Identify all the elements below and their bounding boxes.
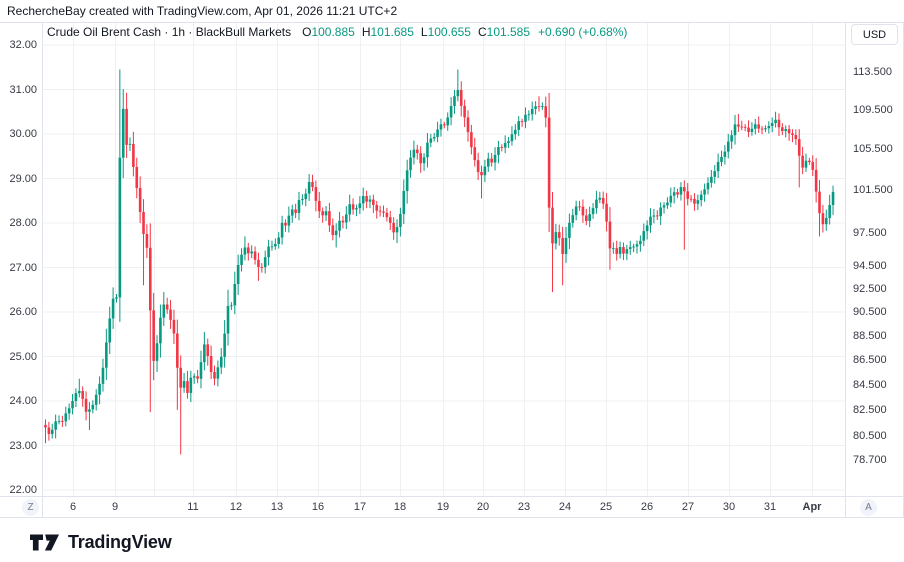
timezone-button[interactable]: Z bbox=[22, 499, 39, 516]
left-axis-tick: 23.00 bbox=[9, 439, 37, 452]
symbol-title: Crude Oil Brent Cash · 1h · BlackBull Ma… bbox=[47, 25, 292, 39]
time-axis-label: 25 bbox=[599, 501, 613, 513]
price-change: +0.690 (+0.68%) bbox=[538, 25, 628, 39]
right-axis-tick: 113.500 bbox=[853, 65, 892, 78]
left-axis-tick: 22.00 bbox=[9, 484, 37, 496]
right-axis-tick: 92.500 bbox=[853, 282, 887, 295]
auto-scale-button[interactable]: A bbox=[860, 499, 877, 516]
right-axis-tick: 88.500 bbox=[853, 329, 887, 342]
time-axis-label: 30 bbox=[722, 501, 736, 513]
left-axis-tick: 28.00 bbox=[9, 217, 37, 229]
right-axis-tick: 109.500 bbox=[853, 103, 893, 116]
left-axis-tick: 24.00 bbox=[9, 395, 37, 407]
left-axis-tick: 27.00 bbox=[9, 261, 37, 274]
time-axis-label: 17 bbox=[353, 501, 367, 513]
right-axis-tick: 80.500 bbox=[853, 430, 887, 443]
right-axis-tick: 86.500 bbox=[853, 353, 887, 366]
right-axis-tick: 78.700 bbox=[853, 454, 887, 466]
symbol-legend[interactable]: Crude Oil Brent Cash · 1h · BlackBull Ma… bbox=[47, 25, 627, 39]
right-axis-tick: 101.500 bbox=[853, 184, 893, 197]
time-axis-label: 16 bbox=[311, 501, 325, 513]
currency-badge[interactable]: USD bbox=[851, 24, 898, 45]
time-axis-label: 19 bbox=[436, 501, 450, 513]
right-axis-tick: 105.500 bbox=[853, 143, 893, 156]
ohlc-open: O100.885 bbox=[302, 25, 355, 39]
ohlc-low: L100.655 bbox=[420, 25, 471, 39]
time-axis-label: 12 bbox=[229, 501, 243, 513]
left-axis-tick: 29.00 bbox=[9, 172, 37, 185]
time-axis-label: 31 bbox=[763, 501, 777, 513]
left-axis-tick: 31.00 bbox=[9, 83, 37, 96]
right-axis-tick: 90.500 bbox=[853, 305, 887, 318]
tradingview-logo[interactable]: TradingView bbox=[30, 532, 172, 553]
right-axis-tick: 94.500 bbox=[853, 260, 887, 273]
left-axis-tick: 30.00 bbox=[9, 128, 37, 140]
ohlc-high: H101.685 bbox=[361, 25, 414, 39]
right-axis-tick: 82.500 bbox=[853, 404, 887, 416]
left-axis-tick: 32.00 bbox=[9, 39, 37, 51]
time-axis-label: 27 bbox=[681, 501, 695, 513]
chart-pane[interactable] bbox=[42, 22, 845, 496]
time-axis-label: 24 bbox=[558, 501, 572, 513]
attribution-text: RechercheBay created with TradingView.co… bbox=[7, 4, 398, 18]
time-axis-label: 23 bbox=[517, 501, 531, 513]
time-axis-label: 18 bbox=[393, 501, 407, 513]
time-axis-label: Apr bbox=[802, 501, 822, 513]
time-axis-label: 26 bbox=[640, 501, 654, 513]
tradingview-logo-text: TradingView bbox=[68, 532, 172, 552]
time-axis-label: 13 bbox=[270, 501, 284, 513]
time-axis-label: 11 bbox=[187, 501, 199, 513]
time-axis-label: 9 bbox=[111, 501, 119, 513]
time-axis-label: 6 bbox=[69, 501, 77, 513]
left-axis-tick: 26.00 bbox=[9, 306, 37, 318]
left-axis-tick: 25.00 bbox=[9, 350, 37, 363]
tradingview-logo-icon bbox=[30, 534, 59, 551]
right-axis-tick: 84.500 bbox=[853, 378, 887, 391]
time-axis-label: 20 bbox=[476, 501, 490, 513]
right-axis-tick: 97.500 bbox=[853, 226, 887, 239]
ohlc-close: C101.585 bbox=[477, 25, 531, 39]
